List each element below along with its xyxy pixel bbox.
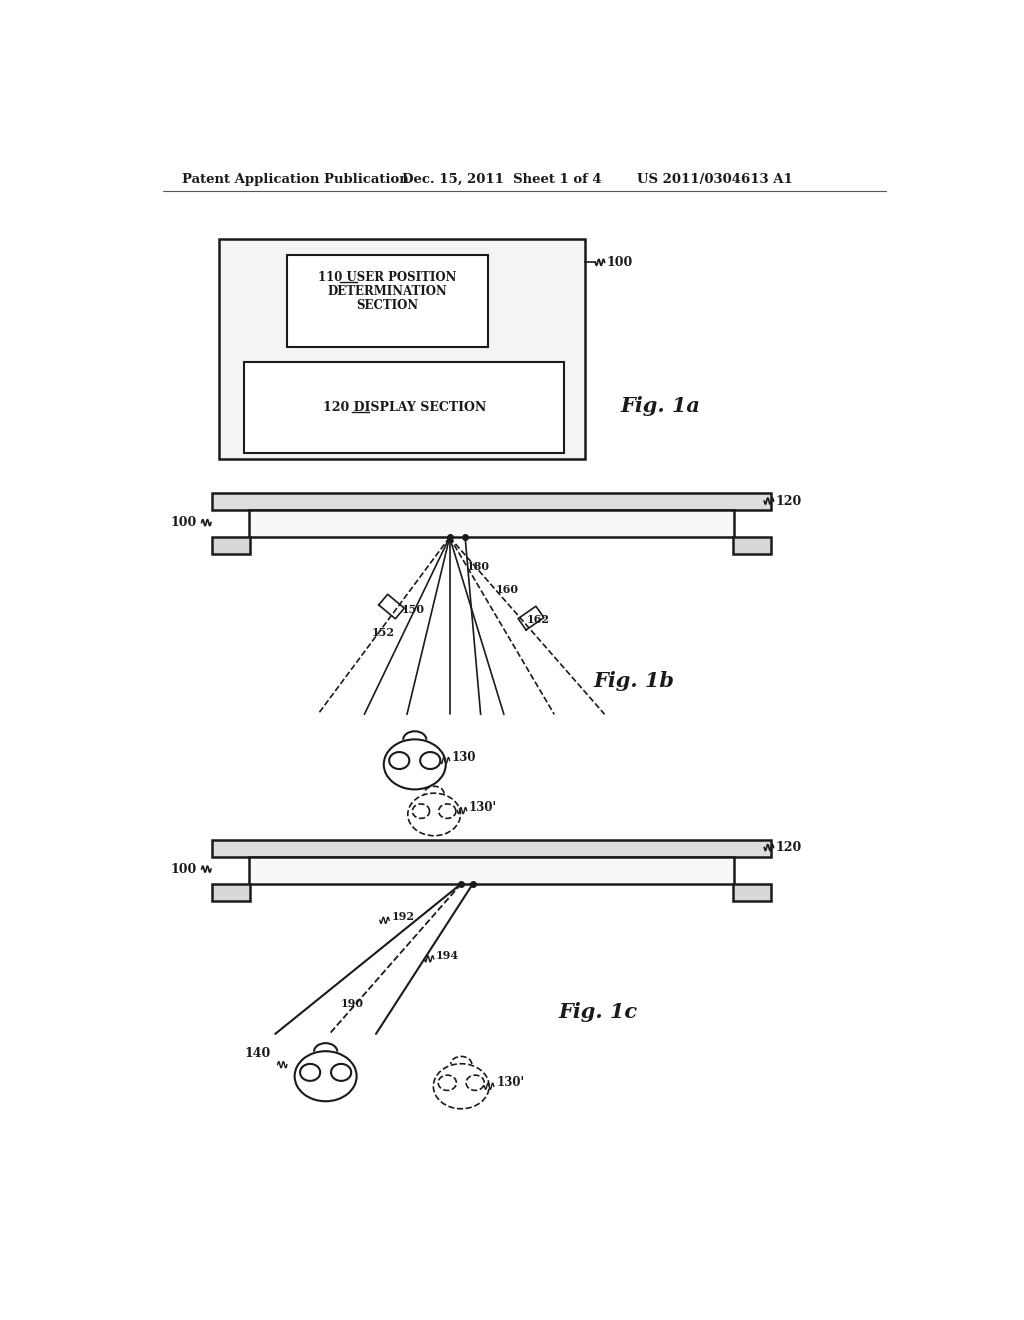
Text: 180: 180	[467, 561, 489, 572]
Text: 120: 120	[776, 495, 802, 508]
Bar	[212, 884, 251, 900]
Text: 140: 140	[245, 1047, 270, 1060]
Text: SECTION: SECTION	[356, 298, 419, 312]
Text: 194: 194	[436, 950, 459, 961]
Text: Fig. 1c: Fig. 1c	[558, 1002, 637, 1023]
Text: 160: 160	[496, 583, 519, 595]
Bar	[732, 537, 771, 554]
Bar	[249, 857, 734, 884]
Text: DETERMINATION: DETERMINATION	[328, 285, 447, 298]
Text: 110 USER POSITION: 110 USER POSITION	[318, 271, 457, 284]
Text: US 2011/0304613 A1: US 2011/0304613 A1	[637, 173, 793, 186]
Text: 100: 100	[171, 862, 197, 875]
Bar	[219, 239, 586, 459]
Text: 100: 100	[607, 256, 633, 269]
Text: 192: 192	[391, 911, 415, 923]
Text: Patent Application Publication: Patent Application Publication	[182, 173, 409, 186]
Bar	[732, 884, 771, 900]
Text: 150: 150	[401, 603, 425, 615]
Text: 130': 130'	[496, 1076, 524, 1089]
Text: Fig. 1a: Fig. 1a	[621, 396, 700, 417]
Text: 162: 162	[527, 615, 550, 626]
Text: 190: 190	[341, 998, 365, 1008]
Text: Fig. 1b: Fig. 1b	[593, 672, 674, 692]
Text: 152: 152	[372, 627, 395, 638]
Bar	[287, 255, 488, 347]
Text: 130': 130'	[469, 801, 497, 813]
Bar	[212, 494, 771, 511]
Text: 120: 120	[776, 841, 802, 854]
Text: 120 DISPLAY SECTION: 120 DISPLAY SECTION	[323, 401, 486, 414]
Bar	[212, 537, 251, 554]
Bar	[212, 840, 771, 857]
Text: Dec. 15, 2011  Sheet 1 of 4: Dec. 15, 2011 Sheet 1 of 4	[401, 173, 601, 186]
Text: 100: 100	[171, 516, 197, 529]
Bar	[245, 363, 564, 453]
Text: 130: 130	[452, 751, 476, 763]
Bar	[249, 511, 734, 537]
